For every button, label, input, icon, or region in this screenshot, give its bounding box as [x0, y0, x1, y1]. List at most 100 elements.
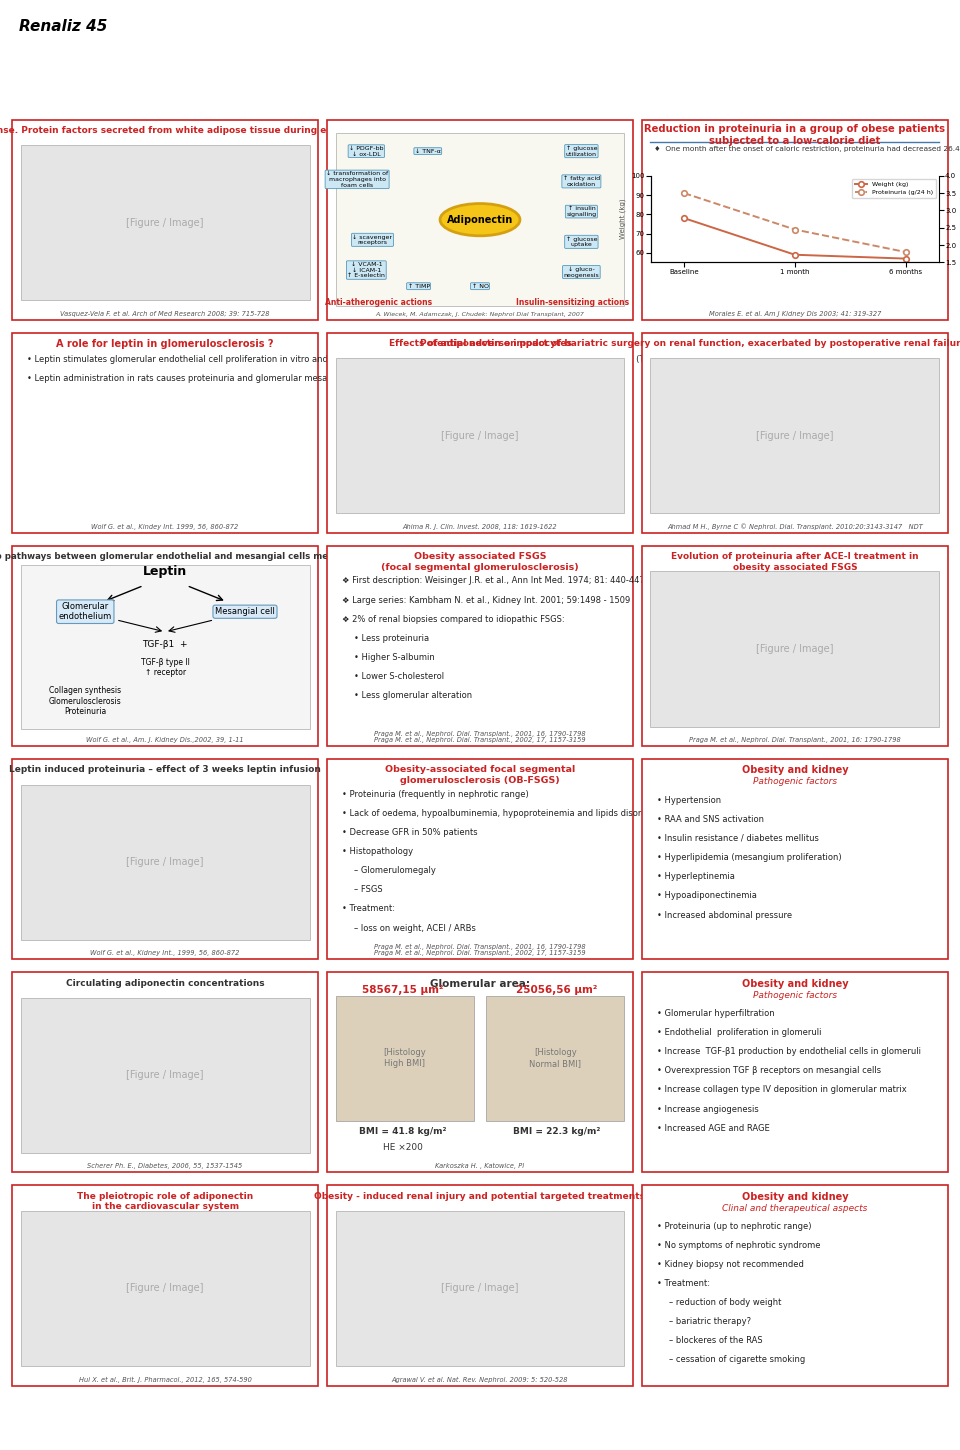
Text: – Glomerulomegaly: – Glomerulomegaly: [354, 866, 436, 876]
Text: Clinal and therapeutical aspects: Clinal and therapeutical aspects: [722, 1204, 868, 1212]
FancyBboxPatch shape: [21, 784, 309, 940]
Text: Vasquez-Vela F. et al. Arch of Med Research 2008; 39: 715-728: Vasquez-Vela F. et al. Arch of Med Resea…: [60, 310, 270, 316]
Text: • Treatment:: • Treatment:: [657, 1279, 709, 1288]
FancyBboxPatch shape: [336, 133, 624, 306]
Ellipse shape: [440, 203, 520, 236]
Text: Paracrine TGF-b pathways between glomerular endothelial and mesangial cells medi: Paracrine TGF-b pathways between glomeru…: [0, 551, 406, 561]
FancyBboxPatch shape: [21, 566, 309, 728]
Text: • Endothelial  proliferation in glomeruli: • Endothelial proliferation in glomeruli: [657, 1028, 821, 1037]
Text: ↑ glucose
uptake: ↑ glucose uptake: [565, 236, 597, 248]
Text: • Lower S-cholesterol: • Lower S-cholesterol: [354, 673, 444, 682]
FancyBboxPatch shape: [327, 1185, 633, 1386]
Text: [Figure / Image]: [Figure / Image]: [127, 1283, 204, 1293]
FancyBboxPatch shape: [21, 1211, 309, 1366]
Text: ↓ gluco-
neogenesis: ↓ gluco- neogenesis: [564, 267, 599, 277]
FancyBboxPatch shape: [327, 119, 633, 320]
Text: • Increased abdominal pressure: • Increased abdominal pressure: [657, 911, 792, 919]
Text: Leptin induced proteinuria – effect of 3 weeks leptin infusion: Leptin induced proteinuria – effect of 3…: [10, 766, 321, 774]
Text: Pathogenic factors: Pathogenic factors: [753, 990, 837, 999]
Text: ↓ PDGF-bb
↓ ox-LDL: ↓ PDGF-bb ↓ ox-LDL: [349, 146, 384, 157]
Text: 25056,56 μm²: 25056,56 μm²: [516, 985, 597, 995]
Text: A role for leptin in glomerulosclerosis ?: A role for leptin in glomerulosclerosis …: [57, 339, 274, 349]
FancyBboxPatch shape: [642, 332, 948, 534]
Text: [Figure / Image]: [Figure / Image]: [127, 1070, 204, 1080]
Text: Circulating adiponectin concentrations: Circulating adiponectin concentrations: [66, 979, 264, 987]
Text: ↑ glucose
utilization: ↑ glucose utilization: [565, 145, 597, 157]
FancyBboxPatch shape: [12, 758, 318, 960]
Text: ↓ transformation of
macrophages into
foam cells: ↓ transformation of macrophages into foa…: [326, 171, 388, 187]
Text: [Histology
Normal BMI]: [Histology Normal BMI]: [529, 1048, 581, 1067]
FancyBboxPatch shape: [336, 358, 624, 513]
FancyBboxPatch shape: [336, 1211, 624, 1366]
Text: • Increase  TGF-β1 production by endothelial cells in glomeruli: • Increase TGF-β1 production by endothel…: [657, 1047, 921, 1056]
Text: Obesity - induced renal injury and potential targeted treatments: Obesity - induced renal injury and poten…: [315, 1192, 645, 1201]
Text: Obesity and kidney: Obesity and kidney: [741, 766, 849, 776]
Text: Leptin: Leptin: [143, 566, 187, 579]
Text: • Leptin stimulates glomerular endothelial cell proliferation in vitro and in vi: • Leptin stimulates glomerular endotheli…: [27, 355, 803, 364]
Text: • No symptoms of nephrotic syndrome: • No symptoms of nephrotic syndrome: [657, 1241, 820, 1250]
Text: [Figure / Image]: [Figure / Image]: [442, 431, 518, 441]
FancyBboxPatch shape: [486, 996, 624, 1121]
Legend: Weight (kg), Proteinuria (g/24 h): Weight (kg), Proteinuria (g/24 h): [852, 178, 936, 197]
Text: • Increase collagen type IV deposition in glomerular matrix: • Increase collagen type IV deposition i…: [657, 1086, 906, 1095]
FancyBboxPatch shape: [327, 758, 633, 960]
Text: Pathogenic factors: Pathogenic factors: [753, 777, 837, 786]
FancyBboxPatch shape: [642, 1185, 948, 1386]
Text: Karkoszka H. , Katowice, Pl: Karkoszka H. , Katowice, Pl: [436, 1163, 524, 1169]
FancyBboxPatch shape: [21, 145, 309, 300]
Text: ↑ insulin
signalling: ↑ insulin signalling: [566, 206, 596, 218]
Text: ❖ 2% of renal biopsies compared to idiopathic FSGS:: ❖ 2% of renal biopsies compared to idiop…: [342, 615, 564, 624]
Text: Hui X. et al., Brit. J. Pharmacol., 2012, 165, 574-590: Hui X. et al., Brit. J. Pharmacol., 2012…: [79, 1376, 252, 1382]
FancyBboxPatch shape: [642, 972, 948, 1173]
FancyBboxPatch shape: [651, 571, 939, 726]
Text: Obesity and kidney: Obesity and kidney: [741, 979, 849, 989]
Text: Praga M. et al., Nephrol. Dial. Transplant., 2001, 16: 1790-1798: Praga M. et al., Nephrol. Dial. Transpla…: [689, 737, 900, 742]
Text: BMI = 22.3 kg/m²: BMI = 22.3 kg/m²: [513, 1127, 601, 1135]
Text: Ahima R. J. Clin. Invest. 2008, 118: 1619-1622: Ahima R. J. Clin. Invest. 2008, 118: 161…: [402, 523, 558, 529]
Text: TGF-β type II
↑ receptor: TGF-β type II ↑ receptor: [141, 658, 189, 677]
Text: • Hyperlipidemia (mesangium proliferation): • Hyperlipidemia (mesangium proliferatio…: [657, 853, 841, 863]
Text: • Insulin resistance / diabetes mellitus: • Insulin resistance / diabetes mellitus: [657, 834, 819, 842]
Text: BMI = 41.8 kg/m²: BMI = 41.8 kg/m²: [359, 1127, 447, 1135]
Text: Obesity and kidney: Obesity and kidney: [741, 1192, 849, 1202]
Text: HE ×200: HE ×200: [383, 1143, 423, 1151]
Text: [Figure / Image]: [Figure / Image]: [756, 431, 833, 441]
Text: • Proteinuria (up to nephrotic range): • Proteinuria (up to nephrotic range): [657, 1222, 811, 1231]
Text: Glomerular
endothelium: Glomerular endothelium: [59, 602, 112, 622]
Text: ♦  One month after the onset of caloric restriction, proteinuria had decreased 2: ♦ One month after the onset of caloric r…: [654, 145, 960, 152]
Text: • Glomerular hyperfiltration: • Glomerular hyperfiltration: [657, 1009, 775, 1018]
FancyBboxPatch shape: [12, 545, 318, 747]
Text: 7: 7: [908, 74, 930, 103]
Text: • Higher S-albumin: • Higher S-albumin: [354, 652, 435, 663]
Text: • Histopathology: • Histopathology: [342, 847, 413, 856]
Text: Wolf G. et al., Kindey Int. 1999, 56, 860-872: Wolf G. et al., Kindey Int. 1999, 56, 86…: [91, 523, 239, 529]
Text: – cessation of cigarette smoking: – cessation of cigarette smoking: [669, 1356, 805, 1364]
FancyBboxPatch shape: [327, 545, 633, 747]
FancyBboxPatch shape: [12, 972, 318, 1173]
FancyBboxPatch shape: [12, 1185, 318, 1386]
Text: • Increased AGE and RAGE: • Increased AGE and RAGE: [657, 1124, 769, 1132]
Text: Obesity-associated focal segmental
glomerulosclerosis (OB-FSGS): Obesity-associated focal segmental glome…: [385, 766, 575, 784]
Text: • Less proteinuria: • Less proteinuria: [354, 634, 429, 642]
Text: Mesangial cell: Mesangial cell: [215, 608, 275, 616]
Text: TGF-β1  +: TGF-β1 +: [142, 639, 188, 650]
Text: Scherer Ph. E., Diabetes, 2006, 55, 1537-1545: Scherer Ph. E., Diabetes, 2006, 55, 1537…: [87, 1163, 243, 1169]
Text: Adiponectin: Adiponectin: [446, 215, 514, 225]
Text: ↓ VCAM-1
↓ ICAM-1
↑ E-selectin: ↓ VCAM-1 ↓ ICAM-1 ↑ E-selectin: [348, 262, 385, 278]
Text: ↑ fatty acid
oxidation: ↑ fatty acid oxidation: [563, 175, 600, 187]
Text: A. Wiecek, M. Adamczak, J. Chudek: Nephrol Dial Transplant, 2007: A. Wiecek, M. Adamczak, J. Chudek: Nephr…: [375, 312, 585, 316]
FancyBboxPatch shape: [327, 972, 633, 1173]
Text: Obesity and adipocyte response. Protein factors secreted from white adipose tiss: Obesity and adipocyte response. Protein …: [0, 126, 479, 135]
Text: • Lack of oedema, hypoalbuminemia, hypoproteinemia and lipids disorders: • Lack of oedema, hypoalbuminemia, hypop…: [342, 809, 660, 818]
FancyBboxPatch shape: [651, 358, 939, 513]
Text: – FSGS: – FSGS: [354, 886, 383, 895]
Text: Potential adverse impact of bariatric surgery on renal function, exacerbated by : Potential adverse impact of bariatric su…: [420, 339, 960, 348]
Text: Praga M. et al., Nephrol. Dial. Transplant., 2001, 16, 1790-1798
Praga M. et al.: Praga M. et al., Nephrol. Dial. Transpla…: [374, 944, 586, 956]
Text: Praga M. et al., Nephrol. Dial. Transplant., 2001, 16, 1790-1798
Praga M. et al.: Praga M. et al., Nephrol. Dial. Transpla…: [374, 731, 586, 742]
FancyBboxPatch shape: [642, 119, 948, 320]
Text: – bariatric therapy?: – bariatric therapy?: [669, 1317, 751, 1327]
Text: • Decrease GFR in 50% patients: • Decrease GFR in 50% patients: [342, 828, 477, 837]
Text: • RAA and SNS activation: • RAA and SNS activation: [657, 815, 763, 824]
FancyBboxPatch shape: [642, 545, 948, 747]
Text: Glomerular area:: Glomerular area:: [430, 979, 530, 989]
